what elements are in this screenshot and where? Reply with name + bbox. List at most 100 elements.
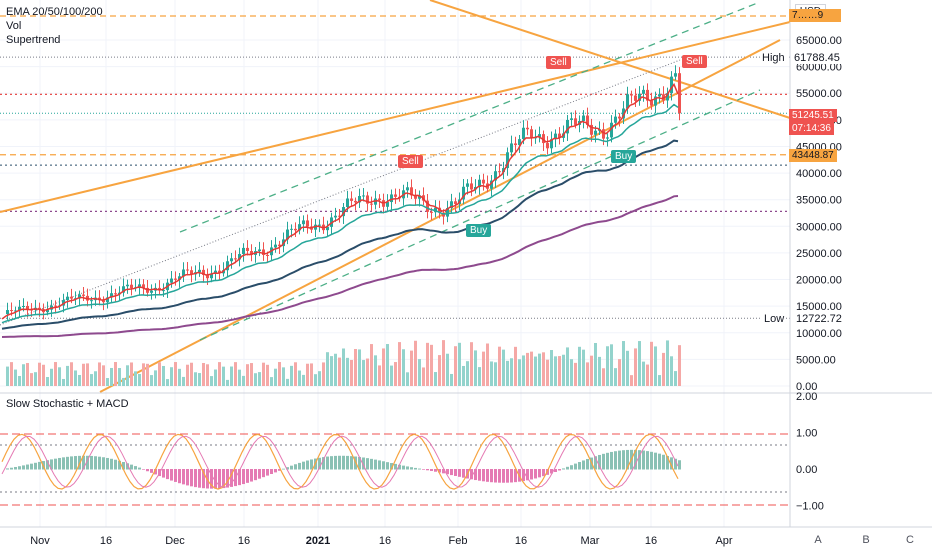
candle-body: [162, 290, 165, 292]
macd-histogram-bar: [38, 461, 41, 470]
scale-button-a[interactable]: A: [814, 534, 822, 546]
volume-bar: [102, 365, 105, 386]
volume-bar: [162, 365, 165, 386]
macd-histogram-bar: [670, 457, 673, 470]
price-tick-label: 60000.00: [796, 62, 842, 74]
signal-sell-1: Sell: [546, 56, 571, 69]
volume-bar: [198, 373, 201, 386]
macd-histogram-bar: [18, 466, 21, 470]
macd-histogram-bar: [506, 469, 509, 483]
volume-bar: [486, 343, 489, 386]
time-tick-label: 16: [379, 535, 391, 547]
volume-bar: [474, 350, 477, 386]
signal-buy-2: Buy: [611, 150, 637, 163]
volume-bar: [390, 365, 393, 386]
volume-bar: [238, 369, 241, 386]
price-tick-label: 20000.00: [796, 275, 842, 287]
volume-bar: [346, 357, 349, 386]
macd-histogram-bar: [426, 469, 429, 471]
candle-body: [198, 269, 201, 273]
candle-body: [306, 220, 309, 227]
macd-histogram-bar: [502, 469, 505, 483]
candle-body: [582, 115, 585, 121]
candle-body: [586, 115, 589, 125]
volume-bar: [98, 362, 101, 386]
volume-bar: [90, 374, 93, 386]
macd-histogram-bar: [470, 469, 473, 480]
volume-bar: [174, 362, 177, 386]
macd-histogram-bar: [662, 454, 665, 470]
price-tick-label: 25000.00: [796, 248, 842, 260]
volume-bar: [342, 348, 345, 386]
volume-bar: [374, 355, 377, 386]
candle-body: [66, 296, 69, 301]
volume-bar: [78, 374, 81, 386]
volume-bar: [530, 351, 533, 386]
legend-ema: EMA 20/50/100/200: [6, 6, 103, 18]
macd-histogram-bar: [146, 469, 149, 472]
candle-body: [258, 249, 261, 252]
candle-body: [410, 187, 413, 196]
macd-histogram-bar: [230, 469, 233, 487]
volume-bar: [582, 349, 585, 386]
macd-histogram-bar: [190, 469, 193, 487]
candle-body: [202, 269, 205, 275]
volume-bar: [42, 364, 45, 386]
volume-bar: [546, 359, 549, 386]
candle-body: [650, 100, 653, 106]
candle-body: [350, 198, 353, 201]
volume-bar: [538, 353, 541, 386]
volume-bar: [614, 368, 617, 386]
scale-button-c[interactable]: C: [906, 534, 914, 546]
candle-body: [90, 300, 93, 302]
macd-histogram-bar: [50, 459, 53, 470]
volume-bar: [26, 363, 29, 386]
volume-bar: [138, 374, 141, 386]
candle-body: [226, 261, 229, 271]
volume-bar: [194, 372, 197, 386]
scale-button-b[interactable]: B: [862, 534, 870, 546]
dotted-trend: [0, 59, 681, 326]
macd-histogram-bar: [258, 469, 261, 479]
candle-body: [634, 95, 637, 101]
macd-histogram-bar: [62, 457, 65, 470]
macd-histogram-bar: [222, 469, 225, 489]
macd-histogram-bar: [246, 469, 249, 483]
macd-histogram-bar: [674, 458, 677, 470]
volume-bar: [62, 378, 65, 386]
candle-body: [494, 171, 497, 181]
macd-histogram-bar: [114, 459, 117, 470]
volume-bar: [50, 368, 53, 386]
macd-histogram-bar: [562, 468, 565, 470]
candle-body: [470, 183, 473, 190]
macd-histogram-bar: [178, 469, 181, 484]
candle-body: [610, 122, 613, 138]
candle-body: [498, 171, 501, 173]
trendline-descending: [429, 0, 791, 119]
candle-body: [150, 290, 153, 293]
volume-bar: [298, 370, 301, 386]
time-tick-label: Nov: [30, 535, 50, 547]
macd-histogram-bar: [394, 463, 397, 470]
volume-bar: [46, 377, 49, 386]
volume-bar: [30, 373, 33, 386]
volume-bar: [270, 377, 273, 386]
macd-histogram-bar: [646, 451, 649, 470]
volume-bar: [18, 375, 21, 386]
macd-histogram-bar: [542, 469, 545, 477]
macd-histogram-bar: [446, 469, 449, 475]
volume-bar: [338, 357, 341, 386]
macd-histogram-bar: [338, 455, 341, 470]
macd-histogram-bar: [390, 463, 393, 470]
candle-body: [78, 294, 81, 299]
candle-body: [618, 116, 621, 119]
volume-bar: [618, 359, 621, 386]
macd-histogram-bar: [210, 469, 213, 489]
macd-histogram-bar: [402, 465, 405, 470]
volume-bar: [498, 346, 501, 386]
volume-bar: [630, 375, 633, 386]
volume-bar: [522, 355, 525, 386]
volume-bar: [358, 349, 361, 386]
